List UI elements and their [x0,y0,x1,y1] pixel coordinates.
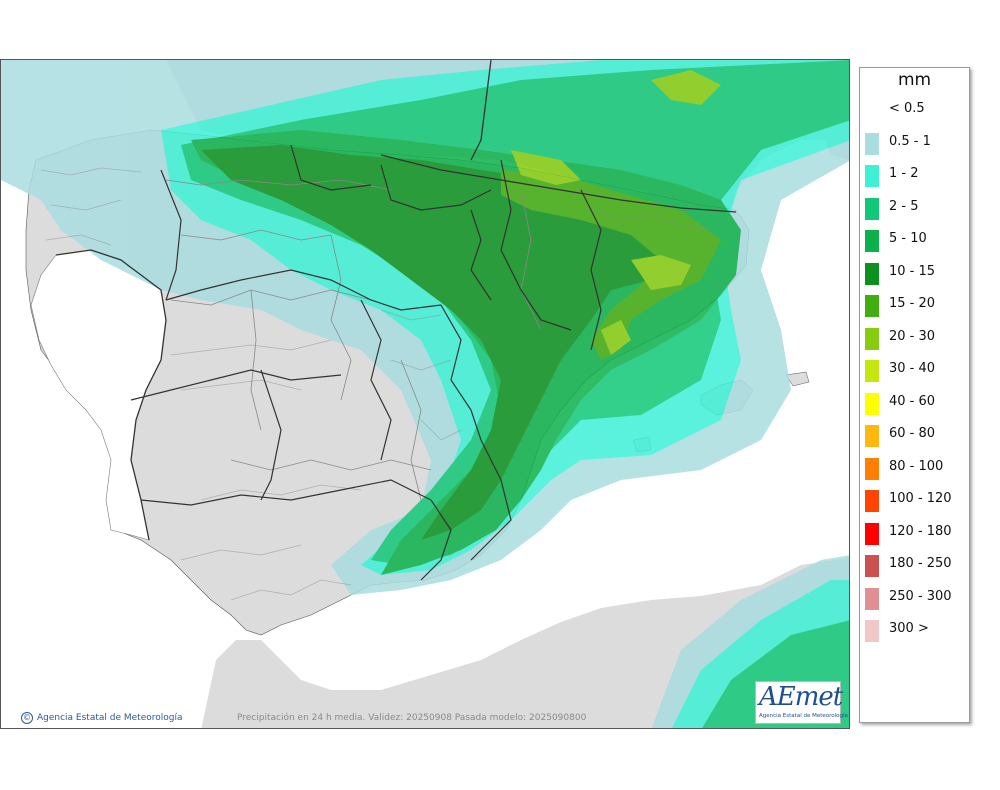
legend-item: 120 - 180 [860,519,969,545]
band-20-30 [511,70,721,355]
legend-label: 100 - 120 [889,491,952,506]
legend-item: < 0.5 [860,96,969,122]
legend-swatch [865,425,879,447]
legend-item: 30 - 40 [860,356,969,382]
legend-item: 100 - 120 [860,486,969,512]
legend-label: 40 - 60 [889,393,936,409]
legend-swatch [865,620,879,642]
legend-label: 10 - 15 [889,263,936,279]
band-10-15 [201,145,701,540]
legend-swatch [865,327,879,350]
legend-swatch [865,522,879,545]
legend-item: 10 - 15 [860,259,969,285]
legend-item: 60 - 80 [860,421,969,447]
legend-label: < 0.5 [889,101,925,116]
legend-label: 60 - 80 [889,426,936,441]
legend-panel: mm < 0.5 0.5 - 1 1 - 2 2 - 5 5 - 10 10 - 15 15… [859,67,970,723]
legend-swatch [865,587,879,610]
legend-swatch [865,165,879,187]
legend-item: 250 - 300 [860,584,969,610]
map-caption: Precipitación en 24 h media. Validez: 20… [237,713,587,723]
legend-label: 1 - 2 [889,166,919,181]
legend-item: 20 - 30 [860,324,969,350]
legend-item: 1 - 2 [860,161,969,187]
legend-swatch [865,360,879,382]
logo-word: AEmet [759,682,843,712]
aemet-logo: AEmet Agencia Estatal de Meteorología [755,681,848,724]
logo-sub: Agencia Estatal de Meteorología [759,713,848,719]
community-borders [130,144,602,581]
legend-label: 20 - 30 [889,328,936,344]
legend-label: 30 - 40 [889,361,936,376]
legend-item: 40 - 60 [860,389,969,415]
legend-label: 0.5 - 1 [889,133,931,149]
legend-swatch [865,230,879,252]
legend-item: 2 - 5 [860,194,969,220]
legend-swatch [865,555,879,577]
legend-swatch [865,197,879,220]
legend-label: 80 - 100 [889,458,944,474]
legend-item: 180 - 250 [860,551,969,577]
legend-label: 2 - 5 [889,198,919,214]
legend-item: 5 - 10 [860,226,969,252]
copyright-icon: © [21,712,33,724]
legend-item: 15 - 20 [860,291,969,317]
legend-label: 180 - 250 [889,556,952,571]
legend-label: 300 > [889,621,929,636]
legend-item: 300 > [860,616,969,642]
region-borders [165,179,542,501]
map-frame [0,59,850,729]
legend-item: 80 - 100 [860,454,969,480]
relief-texture [40,167,712,601]
legend-unit: mm [897,70,932,90]
legend-label: 15 - 20 [889,296,936,311]
legend-swatch [865,262,879,285]
country-borders [55,60,737,541]
precipitation-layer [1,60,849,728]
legend-swatch [865,295,879,317]
band-15-20 [501,170,721,360]
legend-swatch [865,392,879,415]
precipitation-map [1,60,849,728]
legend-swatch [865,457,879,480]
legend-label: 120 - 180 [889,523,952,539]
credit-text: Agencia Estatal de Meteorología [37,713,183,723]
credit: © Agencia Estatal de Meteorología [21,712,183,724]
legend-label: 250 - 300 [889,588,952,604]
legend-swatch [865,132,879,155]
legend-item: 0.5 - 1 [860,129,969,155]
legend-swatch [865,490,879,512]
legend-label: 5 - 10 [889,231,927,246]
